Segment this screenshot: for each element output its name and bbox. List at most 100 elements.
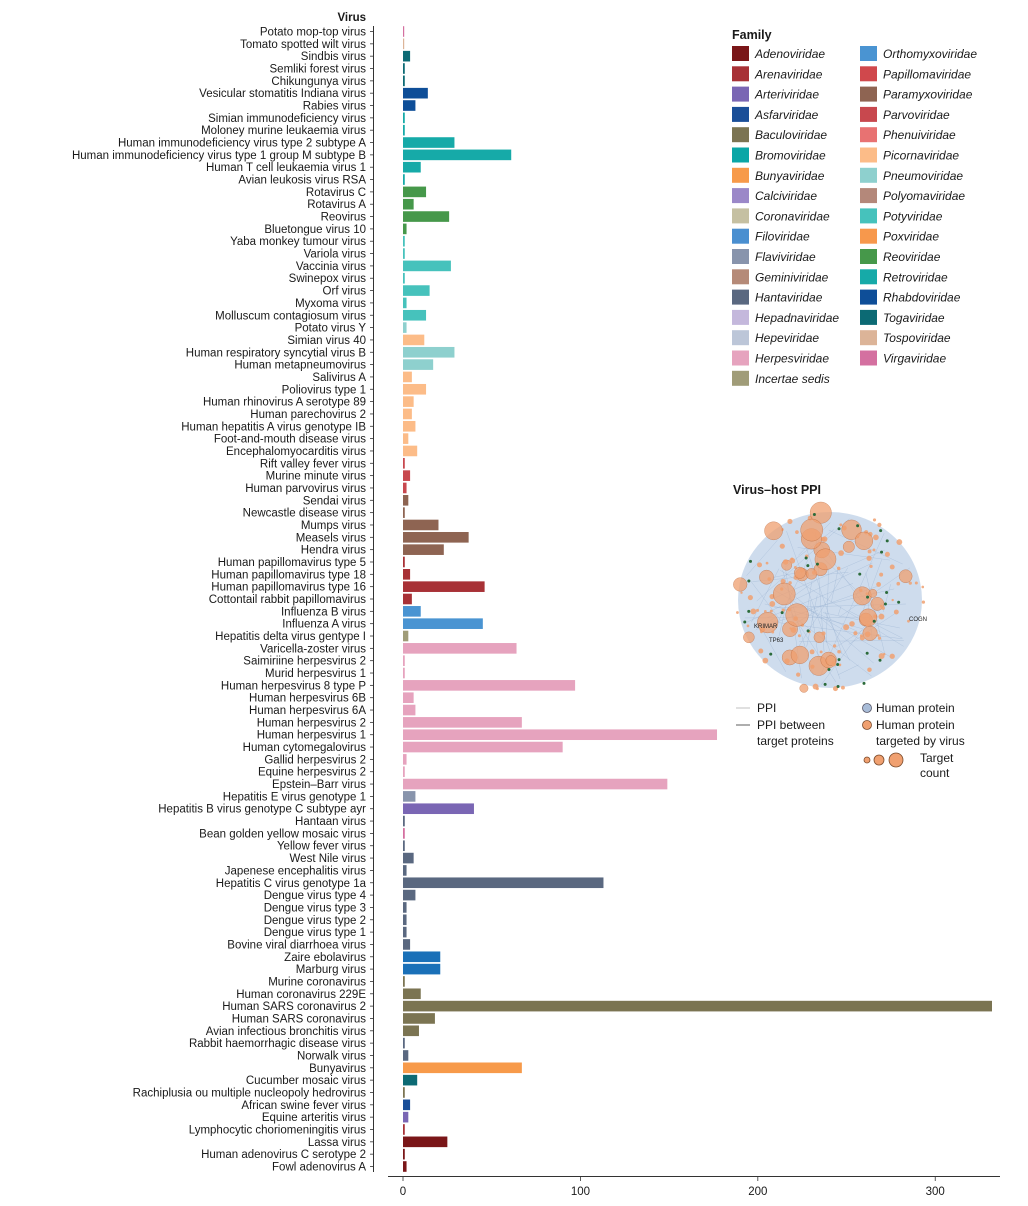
network-node bbox=[756, 608, 760, 612]
bar bbox=[403, 606, 421, 617]
virus-label: Swinepox virus bbox=[289, 273, 367, 285]
network-node bbox=[841, 519, 862, 540]
bar bbox=[403, 1037, 405, 1049]
network-node bbox=[767, 577, 772, 581]
virus-label: Human cytomegalovirus bbox=[243, 742, 367, 754]
bar bbox=[403, 211, 450, 222]
bar bbox=[403, 593, 412, 605]
network-cluster-dot bbox=[812, 512, 816, 516]
network-node bbox=[908, 581, 912, 585]
virus-label: Human herpesvirus 1 bbox=[257, 730, 366, 742]
bar bbox=[403, 519, 439, 531]
virus-label: Cucumber mosaic virus bbox=[246, 1075, 366, 1087]
x-tick-label: 0 bbox=[400, 1186, 406, 1198]
network-node bbox=[881, 606, 885, 610]
virus-label: Equine herpesvirus 2 bbox=[258, 767, 366, 779]
virus-label: Marburg virus bbox=[296, 964, 367, 976]
family-label: Pneumoviridae bbox=[883, 169, 963, 183]
virus-label: West Nile virus bbox=[290, 853, 367, 865]
family-swatch bbox=[732, 188, 749, 204]
network-node bbox=[757, 562, 763, 568]
virus-label: Human herpesvirus 8 type P bbox=[221, 680, 366, 692]
virus-label: Influenza B virus bbox=[281, 606, 366, 618]
family-label: Virgaviridae bbox=[883, 352, 946, 366]
virus-label: Murine coronavirus bbox=[268, 976, 366, 988]
network-node bbox=[779, 543, 785, 549]
family-swatch bbox=[732, 66, 749, 82]
bar bbox=[403, 137, 455, 148]
family-label: Phenuiviridae bbox=[883, 128, 956, 142]
network-cluster-dot bbox=[897, 600, 901, 604]
family-label: Parvoviridae bbox=[883, 108, 950, 122]
bar bbox=[403, 914, 407, 926]
network-edge bbox=[749, 579, 781, 621]
family-swatch bbox=[860, 350, 877, 366]
bar bbox=[403, 383, 427, 395]
network-cluster-dot bbox=[747, 579, 751, 583]
network-node bbox=[790, 557, 794, 561]
family-label: Potyviridae bbox=[883, 209, 943, 223]
network-node bbox=[842, 540, 855, 553]
family-label: Geminiviridae bbox=[755, 270, 829, 284]
bar bbox=[403, 309, 427, 321]
network-node bbox=[790, 645, 809, 664]
network-edge bbox=[838, 606, 842, 615]
network-cluster-dot bbox=[878, 658, 882, 662]
network-cluster-dot bbox=[872, 619, 876, 623]
family-label: Calciviridae bbox=[755, 189, 817, 203]
network-edge bbox=[746, 540, 778, 576]
network-node bbox=[843, 624, 850, 631]
network-node bbox=[849, 621, 855, 627]
bar bbox=[403, 420, 416, 432]
virus-label: Gallid herpesvirus 2 bbox=[264, 754, 366, 766]
family-label: Coronaviridae bbox=[755, 209, 830, 223]
network-node bbox=[837, 649, 841, 654]
virus-label: Mumps virus bbox=[301, 520, 366, 532]
network-cluster-dot bbox=[806, 564, 810, 568]
bar bbox=[403, 248, 405, 259]
bar bbox=[403, 1161, 407, 1172]
bar bbox=[403, 778, 668, 790]
network-node bbox=[787, 518, 793, 525]
virus-label: Bean golden yellow mosaic virus bbox=[199, 828, 366, 840]
network-cluster-dot bbox=[858, 572, 862, 576]
bar bbox=[403, 297, 407, 309]
family-swatch bbox=[732, 147, 749, 163]
network-cluster-dot bbox=[880, 550, 884, 554]
bar bbox=[403, 235, 405, 247]
family-label: Baculoviridae bbox=[755, 128, 827, 142]
family-swatch bbox=[860, 188, 877, 204]
virus-label: Rotavirus A bbox=[307, 199, 366, 211]
network-node bbox=[893, 609, 899, 615]
family-label: Retroviridae bbox=[883, 270, 948, 284]
virus-label: Japenese encephalitis virus bbox=[225, 865, 367, 877]
virus-label: Human metapneumovirus bbox=[234, 360, 366, 372]
network-node bbox=[921, 585, 925, 589]
network-node bbox=[769, 609, 773, 613]
virus-label: Bluetongue virus 10 bbox=[264, 224, 366, 236]
virus-label: Sendai virus bbox=[303, 495, 367, 507]
bar bbox=[403, 754, 407, 765]
family-label: Hepeviridae bbox=[755, 331, 819, 345]
bar bbox=[403, 457, 405, 469]
x-tick-label: 300 bbox=[926, 1186, 945, 1198]
bar bbox=[403, 926, 407, 938]
network-node bbox=[841, 685, 845, 690]
virus-label: Reovirus bbox=[321, 212, 367, 224]
bar bbox=[403, 38, 405, 50]
family-label: Arteriviridae bbox=[754, 88, 819, 102]
virus-label: Orf virus bbox=[323, 286, 367, 298]
virus-label: Potato mop-top virus bbox=[260, 27, 366, 39]
network-cluster-dot bbox=[827, 668, 831, 672]
virus-label: Human hepatitis A virus genotype IB bbox=[181, 421, 366, 433]
network-node bbox=[782, 559, 789, 565]
network-node bbox=[795, 530, 799, 534]
bar bbox=[403, 26, 405, 37]
virus-label: Fowl adenovirus A bbox=[272, 1162, 366, 1174]
network-edge bbox=[826, 568, 829, 643]
family-label: Arenaviridae bbox=[754, 67, 823, 81]
network-cluster-dot bbox=[885, 539, 889, 543]
network-node bbox=[747, 594, 753, 601]
network-legend: PPI PPI between target proteins Human pr… bbox=[736, 701, 965, 780]
